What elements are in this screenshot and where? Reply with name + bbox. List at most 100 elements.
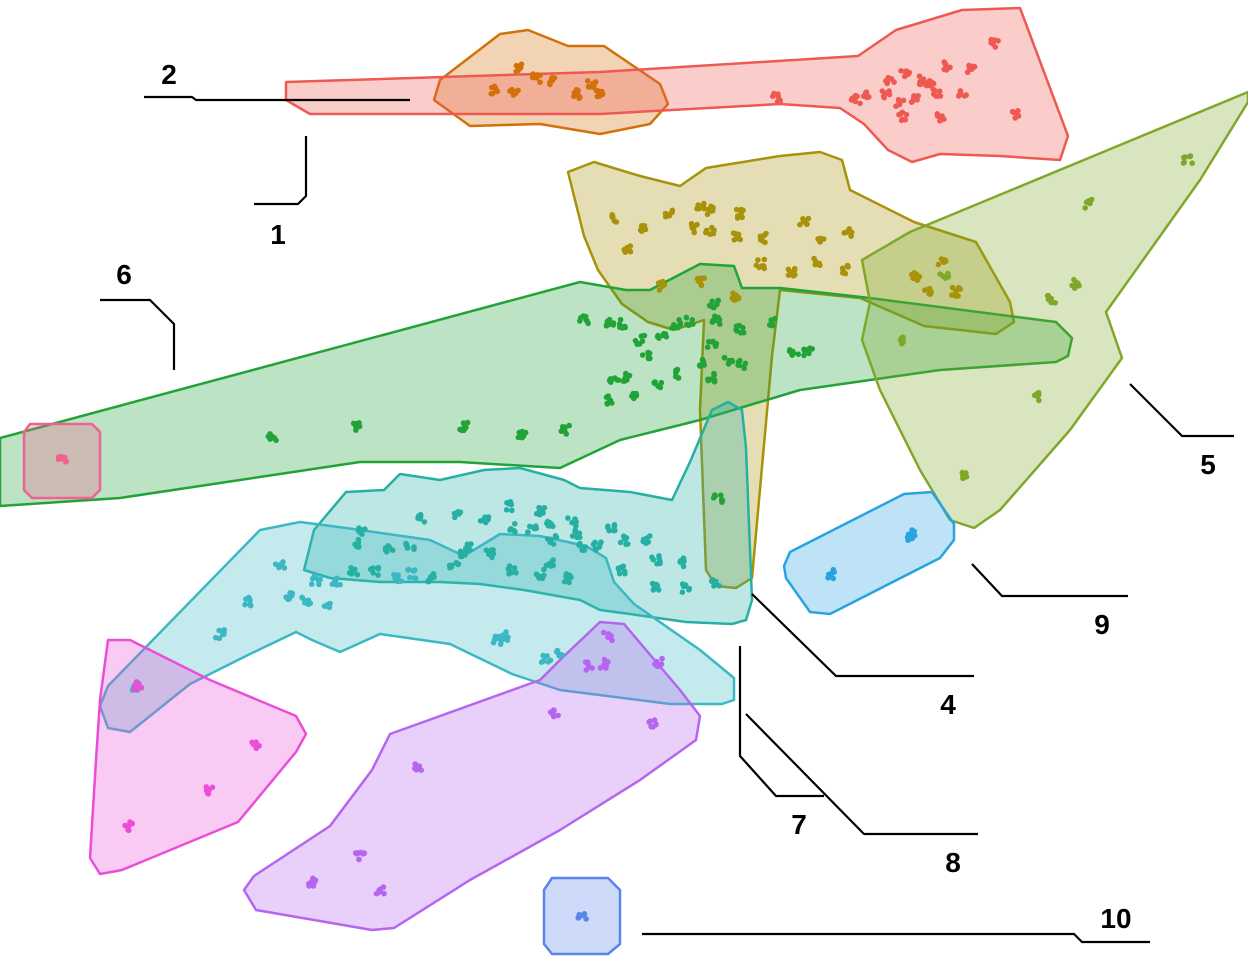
cluster-4-point-25 [721, 354, 736, 367]
cluster-7-point-14 [457, 547, 469, 560]
cluster-hull-2 [284, 6, 1070, 164]
cluster-7-point-18 [505, 563, 519, 577]
cluster-2-point-17 [1009, 108, 1022, 121]
leader-line-10 [642, 932, 1150, 944]
cluster-12-point-8 [306, 875, 319, 889]
cluster-3-point-6 [733, 206, 746, 221]
cluster-3-point-9 [730, 230, 743, 243]
cluster-4-point-5 [577, 313, 591, 327]
cluster-3-point-4 [694, 200, 707, 212]
cluster-4-point-16 [639, 349, 653, 362]
cluster-5-point-6 [1031, 389, 1042, 404]
cluster-4-point-24 [705, 370, 718, 385]
cluster-8-point-6 [309, 572, 324, 588]
cluster-4-point-21 [651, 379, 665, 391]
cluster-3-point-18 [655, 278, 668, 293]
cluster-2-point-2 [941, 59, 953, 73]
cluster-4-point-22 [672, 366, 682, 381]
cluster-4-point-11 [683, 314, 696, 329]
cluster-8-point-9 [213, 627, 227, 642]
cluster-10-point-0 [575, 911, 589, 922]
cluster-12-point-2 [582, 659, 595, 673]
cluster-8-point-1 [242, 594, 254, 609]
leader-line-2 [144, 95, 410, 102]
cluster-2-point-6 [883, 74, 897, 87]
cluster-4-point-20 [629, 390, 640, 402]
cluster-label-4: 4 [940, 689, 956, 720]
cluster-3-point-14 [811, 255, 823, 269]
cluster-4-point-12 [709, 313, 723, 327]
cluster-4-point-30 [710, 492, 726, 505]
cluster-hull-9 [782, 490, 956, 616]
cluster-7-point-10 [576, 540, 589, 554]
cluster-7-point-30 [352, 536, 362, 550]
leader-line-5 [1129, 383, 1234, 438]
cluster-3-point-23 [935, 256, 949, 268]
cluster-label-5: 5 [1200, 449, 1216, 480]
cluster-5-point-2 [1069, 276, 1082, 291]
cluster-hull-4 [0, 262, 1074, 508]
cluster-12-point-3 [652, 655, 665, 670]
cluster-2-point-11 [955, 88, 969, 99]
cluster-3-point-20 [729, 290, 742, 303]
cluster-1-point-4 [507, 86, 521, 98]
cluster-3-point-10 [757, 230, 769, 246]
cluster-12-point-4 [547, 707, 561, 720]
cluster-1-point-3 [488, 83, 501, 97]
cluster-label-7: 7 [791, 809, 807, 840]
cluster-2-point-13 [896, 109, 910, 124]
cluster-label-2: 2 [161, 59, 177, 90]
cluster-4-point-7 [616, 316, 628, 331]
cluster-3-point-11 [797, 215, 812, 228]
cluster-7-point-0 [415, 511, 428, 525]
leader-line-7 [738, 646, 824, 798]
cluster-12-point-6 [412, 761, 425, 773]
cluster-7-point-4 [507, 521, 518, 535]
cluster-9-point-1 [905, 530, 918, 543]
cluster-7-point-33 [446, 559, 462, 571]
cluster-7-point-34 [425, 571, 437, 585]
cluster-12-point-9 [373, 884, 387, 897]
cluster-annotations: 1 2 4 5 6 7 8 9 10 [100, 59, 1234, 944]
cluster-5-point-3 [1044, 292, 1058, 306]
cluster-2-point-12 [934, 111, 947, 124]
cluster-12-point-7 [352, 849, 368, 863]
cluster-1-point-0 [513, 61, 525, 75]
cluster-2-point-5 [898, 68, 913, 80]
cluster-9-point-2 [825, 566, 837, 582]
cluster-4-point-14 [706, 297, 721, 311]
cluster-label-10: 10 [1100, 903, 1131, 934]
cluster-7-point-12 [617, 533, 631, 548]
cluster-5-point-4 [937, 270, 952, 281]
leader-line-1 [254, 136, 308, 206]
cluster-7-point-32 [403, 540, 417, 552]
cluster-label-1: 1 [270, 219, 286, 250]
cluster-3-point-15 [753, 256, 768, 272]
cluster-8-point-8 [405, 566, 419, 582]
cluster-7-point-11 [605, 522, 618, 534]
cluster-2-point-14 [860, 89, 872, 101]
cluster-3-point-8 [703, 224, 717, 238]
cluster-2-point-15 [848, 92, 863, 107]
cluster-points [55, 36, 1195, 922]
cluster-4-point-28 [786, 347, 802, 359]
cluster-4-point-1 [350, 420, 363, 433]
cluster-4-point-26 [735, 357, 749, 372]
cluster-7-point-23 [640, 533, 653, 547]
cluster-4-point-23 [696, 356, 707, 369]
cluster-1-point-5 [571, 86, 583, 101]
cluster-4-point-13 [733, 322, 747, 336]
leader-line-9 [971, 563, 1128, 598]
cluster-3-point-3 [662, 207, 676, 220]
cluster-11-point-3 [122, 819, 135, 834]
cluster-1-point-2 [547, 74, 558, 88]
cluster-3-point-12 [815, 235, 827, 245]
cluster-8-point-7 [391, 571, 404, 585]
cluster-11-point-2 [203, 784, 216, 797]
cluster-8-point-5 [329, 575, 343, 588]
cluster-label-6: 6 [116, 259, 132, 290]
cluster-3-point-19 [694, 275, 708, 289]
cluster-2-point-7 [879, 88, 893, 101]
cluster-12-point-0 [601, 629, 615, 644]
